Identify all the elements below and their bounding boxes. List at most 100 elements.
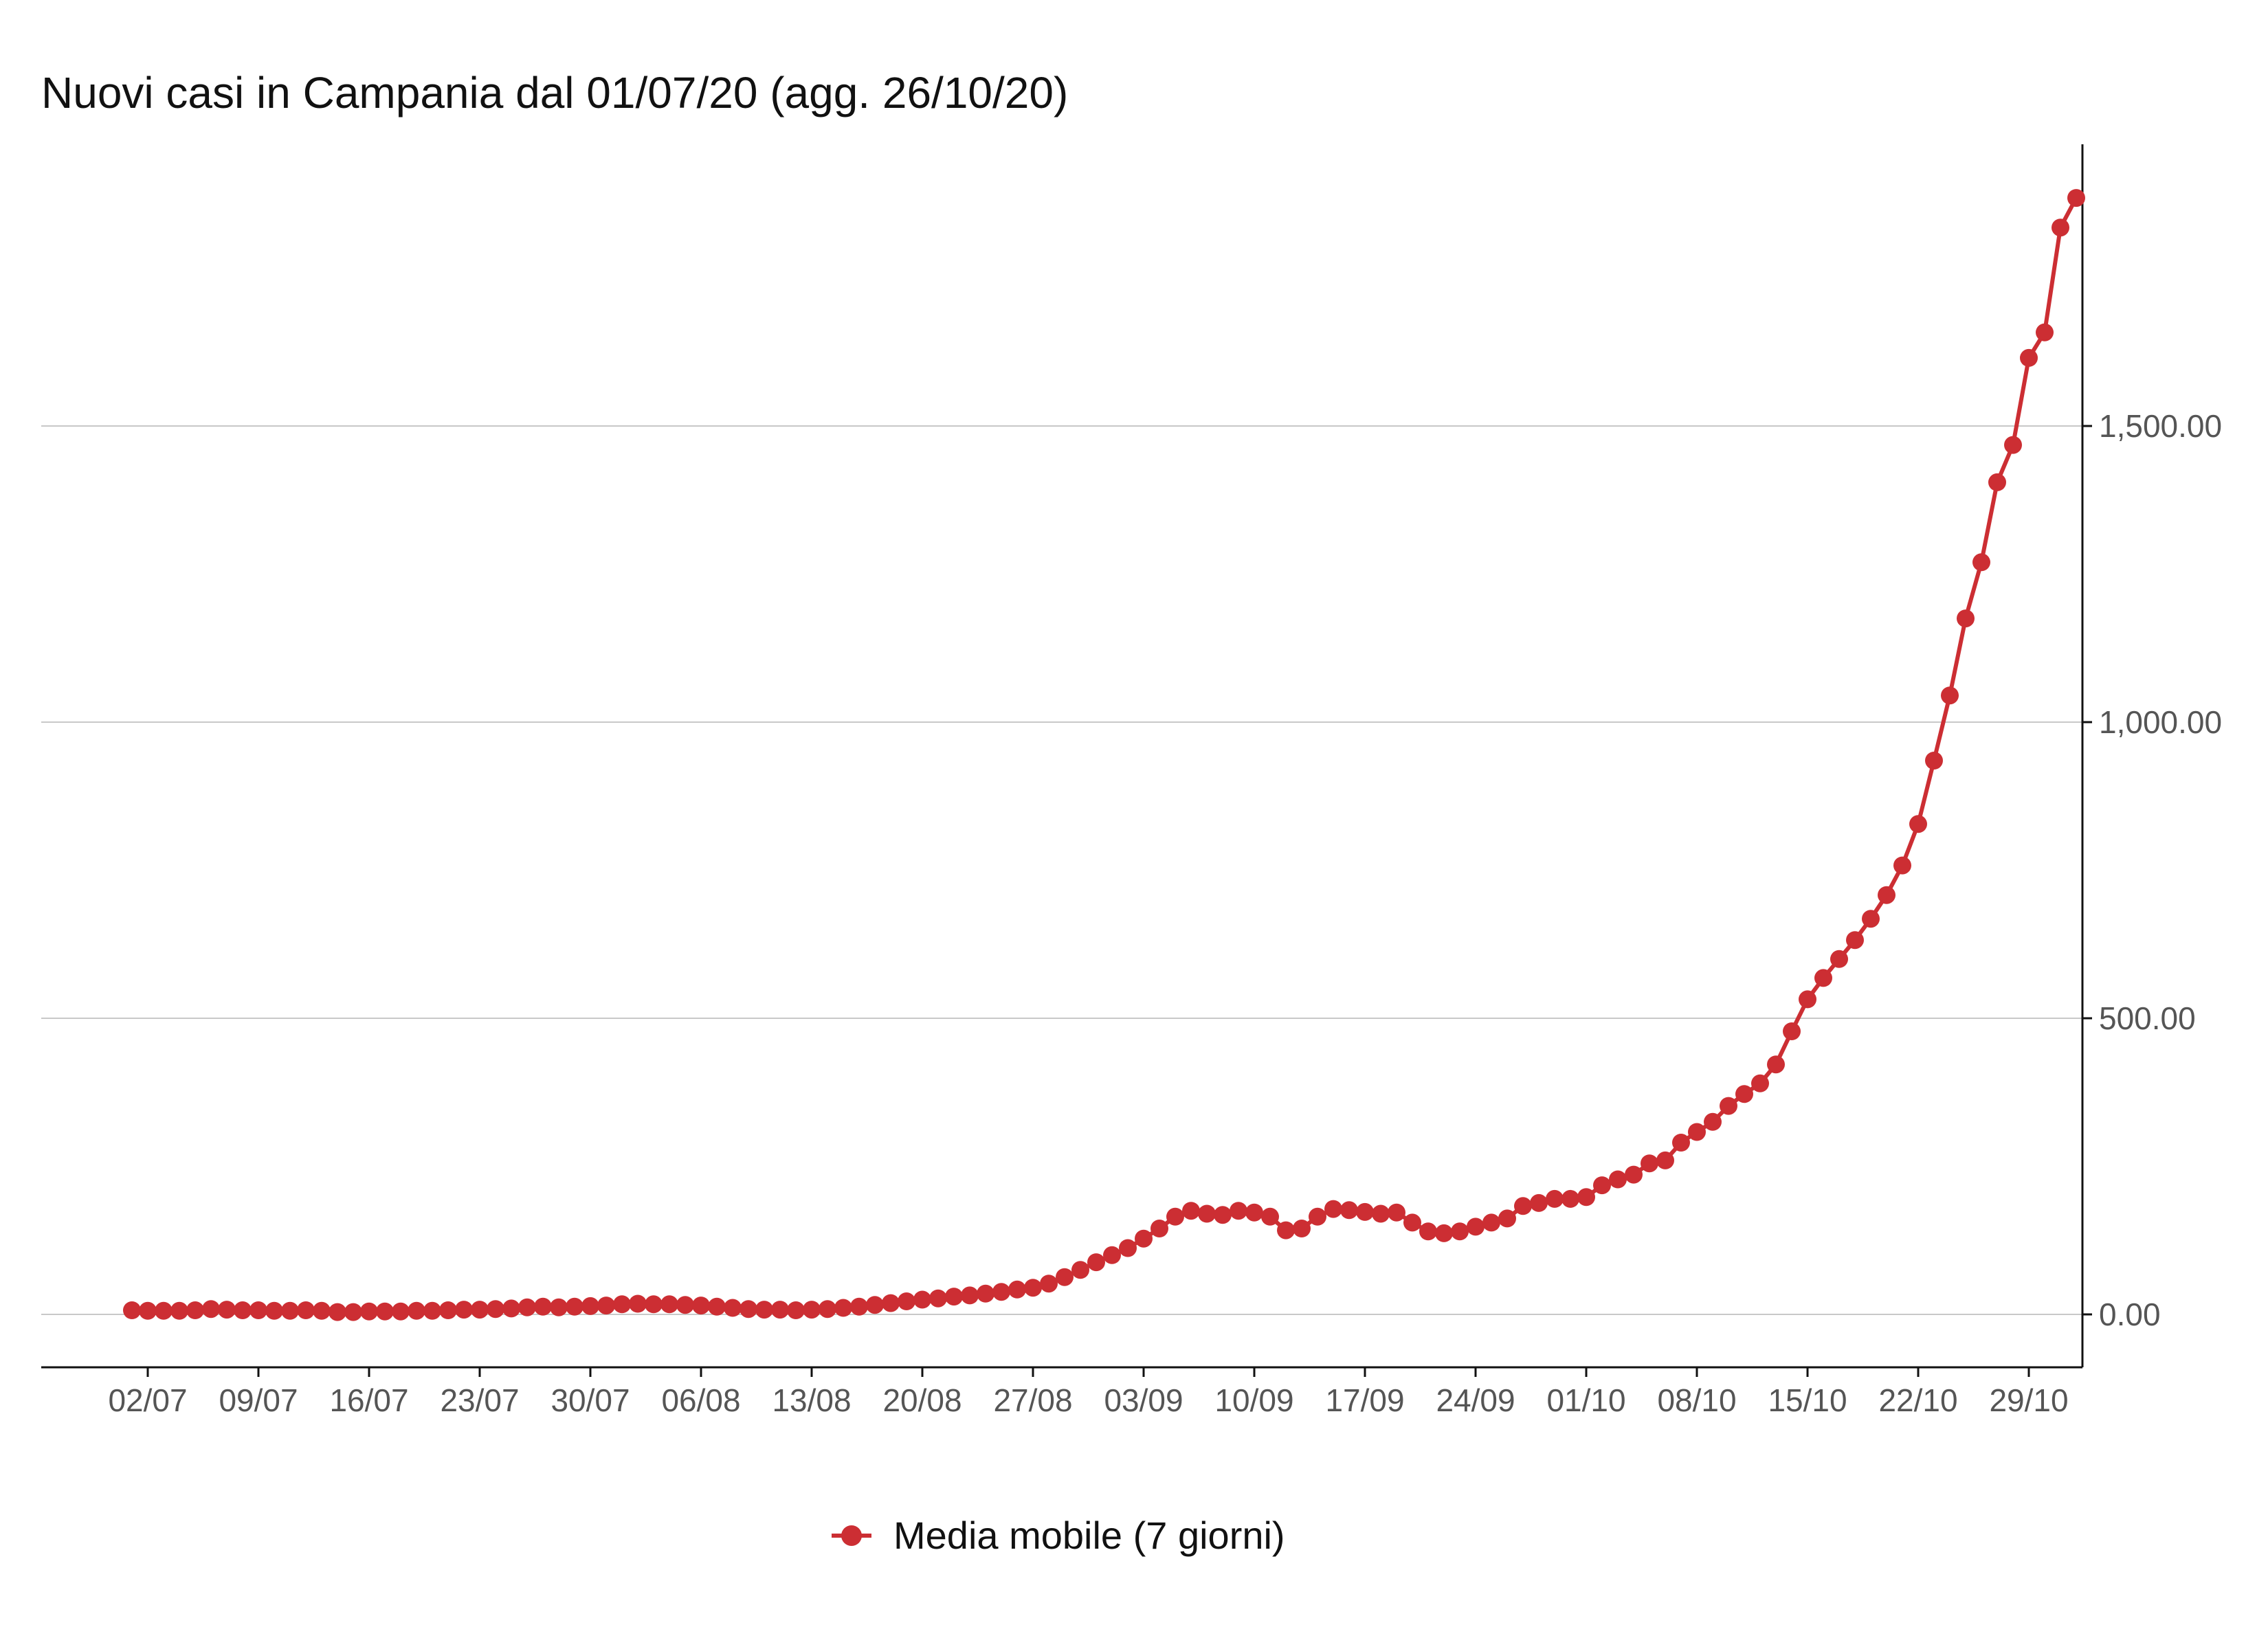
data-point	[1862, 910, 1880, 928]
data-point	[850, 1297, 868, 1316]
data-point	[1704, 1112, 1722, 1131]
data-point	[1577, 1188, 1595, 1207]
data-point	[234, 1301, 252, 1319]
data-point	[1878, 886, 1895, 904]
data-point	[1245, 1203, 1263, 1222]
data-point	[1688, 1123, 1706, 1141]
x-tick-label: 06/08	[661, 1382, 740, 1418]
data-point	[866, 1296, 884, 1314]
data-point	[1988, 473, 2006, 491]
data-point	[1893, 856, 1911, 875]
data-point	[1641, 1154, 1658, 1173]
data-point	[1340, 1201, 1358, 1220]
x-tick-label: 23/07	[440, 1382, 519, 1418]
data-point	[676, 1296, 694, 1314]
y-tick-label: 500.00	[2099, 1000, 2196, 1036]
data-point	[471, 1301, 489, 1319]
data-point	[423, 1301, 441, 1320]
data-point	[1530, 1193, 1548, 1212]
data-point	[1799, 990, 1816, 1009]
y-tick-label: 1,000.00	[2099, 704, 2222, 740]
data-point	[581, 1297, 599, 1315]
data-point	[1135, 1229, 1153, 1248]
x-tick-label: 08/10	[1657, 1382, 1736, 1418]
data-point	[1814, 969, 1832, 987]
data-point	[724, 1299, 742, 1317]
data-point	[1767, 1055, 1785, 1074]
data-point	[392, 1302, 410, 1321]
data-point	[1024, 1279, 1042, 1297]
axes	[41, 144, 2084, 1369]
data-point	[534, 1297, 552, 1316]
data-point	[1546, 1189, 1564, 1208]
data-point	[502, 1299, 520, 1318]
data-point	[518, 1298, 536, 1316]
data-point	[455, 1301, 473, 1319]
x-tick-label: 15/10	[1768, 1382, 1847, 1418]
data-point	[1150, 1220, 1168, 1237]
data-point	[1735, 1085, 1753, 1103]
data-point	[1277, 1221, 1295, 1239]
data-point	[186, 1301, 204, 1319]
y-tick-label: 1,500.00	[2099, 408, 2222, 444]
data-point	[297, 1301, 315, 1319]
data-point	[1783, 1022, 1801, 1040]
data-point	[1309, 1207, 1326, 1226]
data-point	[1909, 815, 1927, 833]
data-point	[376, 1302, 394, 1321]
data-point	[2067, 189, 2085, 207]
data-point	[708, 1297, 726, 1316]
data-point	[170, 1301, 188, 1320]
data-point	[439, 1301, 457, 1319]
data-point	[1925, 752, 1943, 770]
x-tick-label: 01/10	[1546, 1382, 1625, 1418]
x-tick-label: 17/09	[1325, 1382, 1404, 1418]
data-point	[1119, 1239, 1137, 1257]
data-point	[740, 1300, 757, 1319]
legend-marker-swatch	[841, 1525, 862, 1546]
data-point	[787, 1301, 805, 1319]
y-tick-labels: 0.00 500.00 1,000.00 1,500.00	[2082, 408, 2222, 1332]
data-point	[218, 1301, 236, 1319]
data-point	[566, 1297, 583, 1316]
data-point	[1957, 609, 1975, 628]
x-tick-label: 16/07	[329, 1382, 408, 1418]
data-point	[645, 1295, 663, 1314]
data-point	[1625, 1165, 1643, 1184]
grid-lines	[41, 425, 2082, 1315]
data-point	[1182, 1202, 1200, 1220]
data-point	[281, 1301, 299, 1320]
data-point	[1040, 1275, 1058, 1293]
data-point	[613, 1295, 631, 1314]
data-point	[139, 1301, 157, 1320]
data-point	[1261, 1207, 1279, 1226]
data-point	[1846, 931, 1864, 950]
data-point	[1561, 1189, 1579, 1208]
data-point	[1751, 1074, 1769, 1092]
data-point	[1087, 1253, 1105, 1272]
data-point	[1008, 1280, 1026, 1299]
data-point	[1214, 1206, 1232, 1224]
data-point	[1482, 1213, 1500, 1232]
data-point	[1230, 1202, 1247, 1220]
x-tick-label: 09/07	[219, 1382, 298, 1418]
data-point	[1293, 1220, 1311, 1237]
data-point	[834, 1299, 852, 1317]
data-point	[265, 1301, 283, 1320]
data-point	[1103, 1246, 1121, 1264]
x-tick-label: 10/09	[1214, 1382, 1293, 1418]
data-point	[123, 1301, 141, 1319]
data-point	[692, 1297, 710, 1315]
data-point	[1071, 1261, 1089, 1279]
data-point	[1593, 1176, 1611, 1195]
legend: Media mobile (7 giorni)	[832, 1514, 1285, 1557]
data-point	[1672, 1134, 1690, 1152]
x-tick-label: 24/09	[1436, 1382, 1515, 1418]
series-media-mobile	[123, 189, 2085, 1321]
x-tick-labels: 02/07 09/07 16/07 23/07 30/07 06/08 13/08 20/08…	[108, 1367, 2069, 1418]
data-point	[929, 1289, 947, 1308]
legend-label: Media mobile (7 giorni)	[893, 1514, 1285, 1557]
data-point	[1056, 1268, 1074, 1286]
data-point	[1656, 1151, 1674, 1169]
data-point	[1372, 1204, 1390, 1223]
